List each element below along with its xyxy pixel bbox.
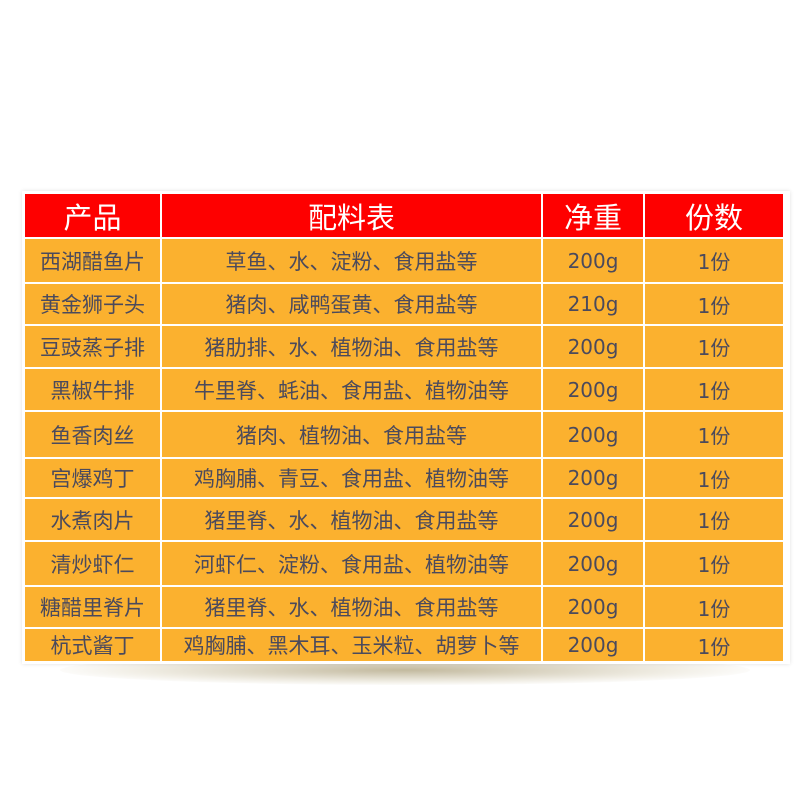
product-cell: 杭式酱丁 (25, 629, 160, 661)
product-cell: 黑椒牛排 (25, 369, 160, 410)
product-cell: 水煮肉片 (25, 499, 160, 540)
weight-cell: 200g (543, 499, 643, 540)
ingredients-cell: 河虾仁、淀粉、食用盐、植物油等 (162, 542, 541, 585)
portion-cell: 1份 (645, 629, 783, 661)
portion-cell: 1份 (645, 284, 783, 324)
weight-cell: 200g (543, 587, 643, 627)
weight-cell: 200g (543, 326, 643, 367)
ingredients-cell: 鸡胸脯、青豆、食用盐、植物油等 (162, 459, 541, 497)
ingredients-cell: 猪里脊、水、植物油、食用盐等 (162, 587, 541, 627)
table-row: 豆豉蒸子排 猪肋排、水、植物油、食用盐等 200g 1份 (25, 326, 783, 367)
ingredients-cell: 牛里脊、蚝油、食用盐、植物油等 (162, 369, 541, 410)
table-row: 水煮肉片 猪里脊、水、植物油、食用盐等 200g 1份 (25, 499, 783, 540)
header-product: 产品 (25, 194, 160, 237)
ingredients-cell: 猪肋排、水、植物油、食用盐等 (162, 326, 541, 367)
table-row: 鱼香肉丝 猪肉、植物油、食用盐等 200g 1份 (25, 412, 783, 457)
ingredients-table: 产品 配料表 净重 份数 西湖醋鱼片 草鱼、水、淀粉、食用盐等 200g 1份 黄金狮子… (23, 192, 785, 663)
product-cell: 宫爆鸡丁 (25, 459, 160, 497)
ingredients-cell: 猪肉、植物油、食用盐等 (162, 412, 541, 457)
table-row: 西湖醋鱼片 草鱼、水、淀粉、食用盐等 200g 1份 (25, 239, 783, 282)
weight-cell: 200g (543, 412, 643, 457)
table-row: 宫爆鸡丁 鸡胸脯、青豆、食用盐、植物油等 200g 1份 (25, 459, 783, 497)
product-cell: 鱼香肉丝 (25, 412, 160, 457)
weight-cell: 200g (543, 459, 643, 497)
header-portion: 份数 (645, 194, 783, 237)
product-cell: 清炒虾仁 (25, 542, 160, 585)
portion-cell: 1份 (645, 542, 783, 585)
product-cell: 西湖醋鱼片 (25, 239, 160, 282)
weight-cell: 200g (543, 629, 643, 661)
portion-cell: 1份 (645, 412, 783, 457)
weight-cell: 200g (543, 239, 643, 282)
product-cell: 糖醋里脊片 (25, 587, 160, 627)
header-row: 产品 配料表 净重 份数 (25, 194, 783, 237)
product-cell: 豆豉蒸子排 (25, 326, 160, 367)
table-row: 黑椒牛排 牛里脊、蚝油、食用盐、植物油等 200g 1份 (25, 369, 783, 410)
table-row: 黄金狮子头 猪肉、咸鸭蛋黄、食用盐等 210g 1份 (25, 284, 783, 324)
portion-cell: 1份 (645, 459, 783, 497)
ingredients-cell: 猪里脊、水、植物油、食用盐等 (162, 499, 541, 540)
ingredients-cell: 猪肉、咸鸭蛋黄、食用盐等 (162, 284, 541, 324)
portion-cell: 1份 (645, 326, 783, 367)
portion-cell: 1份 (645, 369, 783, 410)
weight-cell: 200g (543, 369, 643, 410)
table-row: 清炒虾仁 河虾仁、淀粉、食用盐、植物油等 200g 1份 (25, 542, 783, 585)
portion-cell: 1份 (645, 499, 783, 540)
header-weight: 净重 (543, 194, 643, 237)
product-cell: 黄金狮子头 (25, 284, 160, 324)
table-row: 杭式酱丁 鸡胸脯、黑木耳、玉米粒、胡萝卜等 200g 1份 (25, 629, 783, 661)
ingredients-cell: 草鱼、水、淀粉、食用盐等 (162, 239, 541, 282)
portion-cell: 1份 (645, 587, 783, 627)
ingredients-cell: 鸡胸脯、黑木耳、玉米粒、胡萝卜等 (162, 629, 541, 661)
weight-cell: 210g (543, 284, 643, 324)
table-row: 糖醋里脊片 猪里脊、水、植物油、食用盐等 200g 1份 (25, 587, 783, 627)
weight-cell: 200g (543, 542, 643, 585)
portion-cell: 1份 (645, 239, 783, 282)
header-ingredients: 配料表 (162, 194, 541, 237)
ingredients-table-frame: 产品 配料表 净重 份数 西湖醋鱼片 草鱼、水、淀粉、食用盐等 200g 1份 黄金狮子… (22, 191, 790, 664)
